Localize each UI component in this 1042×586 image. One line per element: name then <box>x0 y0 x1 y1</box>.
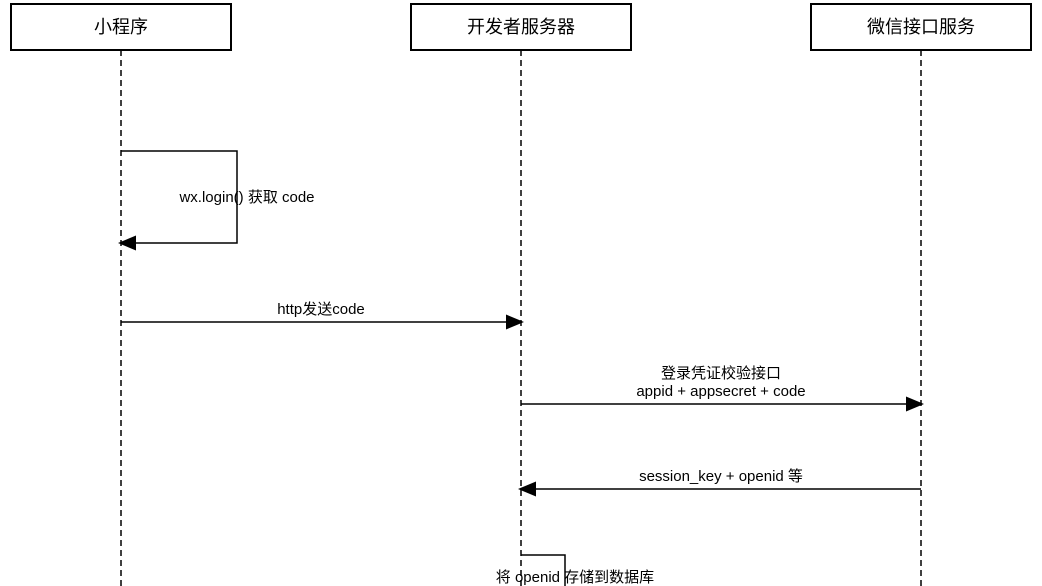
message-label-2-1: appid + appsecret + code <box>636 383 805 400</box>
message-label-1-0: http发送code <box>277 301 365 318</box>
message-label-3-0: session_key + openid 等 <box>639 467 803 485</box>
actor-label-miniapp: 小程序 <box>94 17 148 37</box>
self-message-label-0: wx.login() 获取 code <box>178 189 314 206</box>
message-label-2-0: 登录凭证校验接口 <box>661 365 781 382</box>
self-message-partial-label-4: 将 openid 存储到数据库 <box>496 569 654 586</box>
actor-label-wxapi: 微信接口服务 <box>867 17 975 37</box>
actor-label-devsrv: 开发者服务器 <box>467 17 575 37</box>
